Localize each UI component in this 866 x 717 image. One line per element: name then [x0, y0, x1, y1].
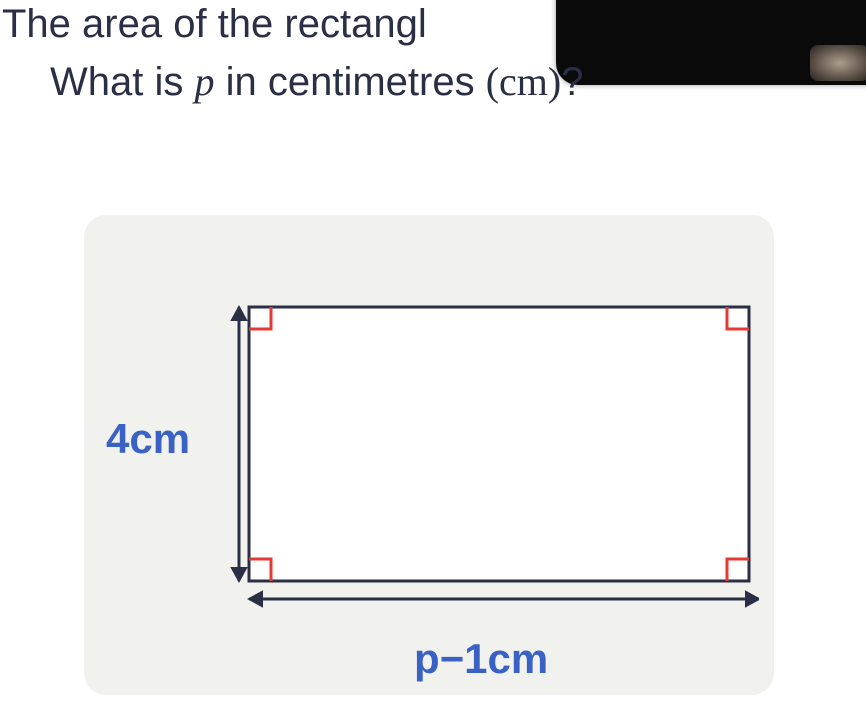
q2-unit: cm	[499, 59, 548, 104]
question-line-2: What is p in centimetres (cm)?	[50, 58, 583, 105]
q2-prefix: What is	[50, 60, 194, 104]
q2-question-mark: ?	[561, 60, 583, 104]
height-label: 4cm	[106, 415, 190, 463]
q2-variable-p: p	[194, 59, 214, 104]
video-overlay	[556, 0, 866, 85]
rectangle-diagram	[229, 295, 759, 645]
question-line-1: The area of the rectangl	[2, 2, 427, 47]
q2-paren-close: )	[548, 59, 561, 104]
q2-mid: in centimetres	[214, 60, 485, 104]
video-thumbnail	[810, 45, 866, 81]
width-label: p−1cm	[414, 635, 548, 683]
q2-paren-open: (	[486, 59, 499, 104]
figure-card: 4cm p−1cm	[84, 215, 774, 695]
